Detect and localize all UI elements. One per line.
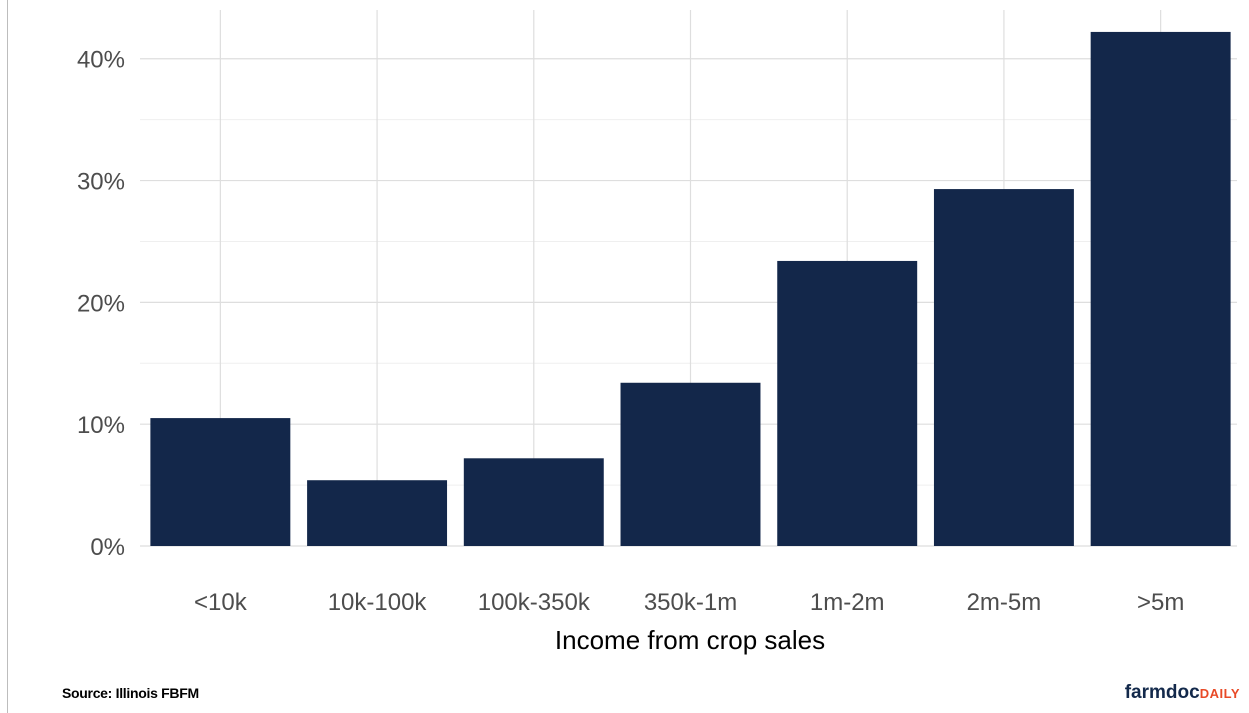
bar [1090, 31, 1231, 547]
x-tick-labels: <10k 10k-100k 100k-350k 350k-1m 1m-2m 2m-5m >5… [194, 589, 1184, 616]
x-tick-label: 100k-350k [478, 589, 591, 616]
y-tick-labels: 0% 10% 20% 30% 40% [77, 47, 125, 561]
bar [307, 480, 448, 546]
bar [150, 418, 291, 546]
y-tick-label: 0% [90, 534, 125, 561]
x-tick-label: 2m-5m [967, 589, 1042, 616]
y-tick-label: 30% [77, 169, 125, 196]
x-tick-label: 1m-2m [810, 589, 885, 616]
bar [463, 458, 604, 546]
brand-suffix: DAILY [1199, 686, 1240, 701]
y-tick-label: 10% [77, 412, 125, 439]
bar [777, 260, 918, 546]
x-tick-label: 10k-100k [328, 589, 428, 616]
bar [933, 189, 1074, 546]
bars [150, 31, 1231, 547]
brand-logo: farmdocDAILY [1125, 682, 1240, 704]
y-tick-label: 20% [77, 290, 125, 317]
y-tick-label: 40% [77, 47, 125, 74]
frame-border [7, 0, 8, 713]
x-tick-label: <10k [194, 589, 248, 616]
x-tick-label: 350k-1m [644, 589, 737, 616]
x-tick-label: >5m [1137, 589, 1184, 616]
brand-name: farmdoc [1124, 682, 1200, 703]
source-note: Source: Illinois FBFM [62, 685, 199, 701]
bar [620, 382, 761, 546]
x-axis-title: Income from crop sales [555, 625, 825, 655]
